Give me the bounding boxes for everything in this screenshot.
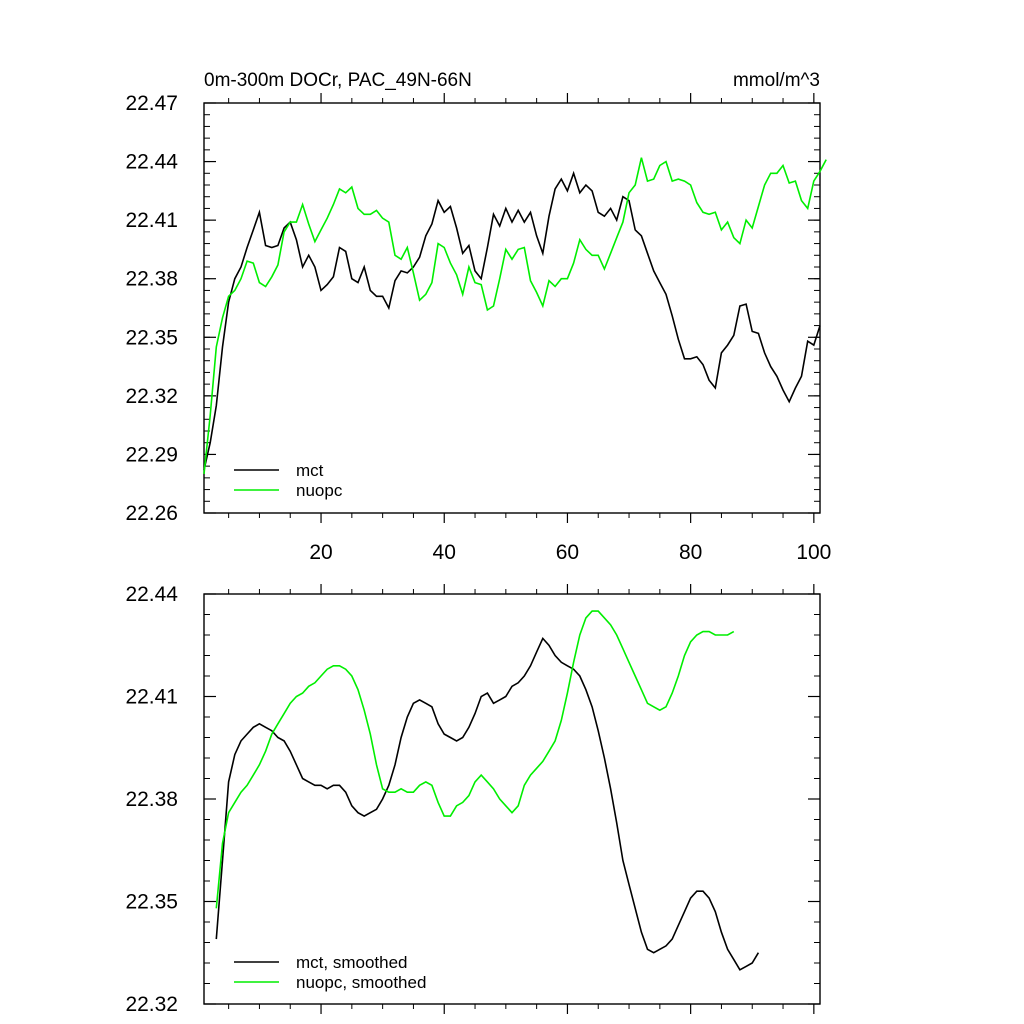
top-xtick-label: 20 [309, 541, 332, 564]
top-ytick-label: 22.41 [125, 209, 178, 232]
top-ytick-label: 22.38 [125, 268, 178, 291]
top-units: mmol/m^3 [733, 70, 820, 91]
bottom-y-axis: 22.32 22.35 22.38 22.41 22.44 [125, 583, 820, 1016]
top-xtick-label: 40 [433, 541, 456, 564]
top-y-axis: 22.26 22.29 22.32 22.35 22.38 22.41 22.44 22.47 [125, 92, 820, 525]
top-ytick-label: 22.32 [125, 385, 178, 408]
top-ytick-label: 22.29 [125, 443, 178, 466]
panel-bottom: 22.32 22.35 22.38 22.41 22.44 mct, smoothed … [125, 583, 821, 1016]
top-x-axis: 20 40 60 80 100 [228, 93, 831, 564]
bottom-plot-frame [203, 593, 821, 1005]
top-legend-label-nuopc: nuopc [296, 481, 343, 500]
bottom-series-nuopc-smoothed [215, 610, 735, 909]
bot-ytick-label: 22.32 [125, 993, 178, 1016]
top-title: 0m-300m DOCr, PAC_49N-66N [204, 70, 472, 91]
bottom-x-axis [228, 584, 815, 1014]
top-series-nuopc [203, 157, 827, 475]
bottom-legend-label-mct: mct, smoothed [296, 953, 408, 972]
bottom-legend-label-nuopc: nuopc, smoothed [296, 973, 426, 992]
top-ytick-label: 22.47 [125, 92, 178, 115]
panel-top: 0m-300m DOCr, PAC_49N-66N mmol/m^3 22.26… [125, 70, 831, 564]
top-xtick-label: 80 [679, 541, 702, 564]
bot-ytick-label: 22.35 [125, 891, 178, 914]
top-series-mct [203, 170, 821, 471]
top-ytick-label: 22.35 [125, 326, 178, 349]
top-xtick-label: 60 [556, 541, 579, 564]
bot-ytick-label: 22.44 [125, 583, 178, 606]
top-ytick-label: 22.26 [125, 502, 178, 525]
bottom-series-mct-smoothed [215, 636, 760, 971]
bottom-legend: mct, smoothed nuopc, smoothed [234, 953, 426, 992]
top-legend-label-mct: mct [296, 461, 324, 480]
bot-ytick-label: 22.41 [125, 686, 178, 709]
top-ytick-label: 22.44 [125, 151, 178, 174]
bot-ytick-label: 22.38 [125, 788, 178, 811]
top-legend: mct nuopc [234, 461, 343, 500]
top-plot-frame [203, 102, 821, 514]
top-xtick-label: 100 [796, 541, 831, 564]
